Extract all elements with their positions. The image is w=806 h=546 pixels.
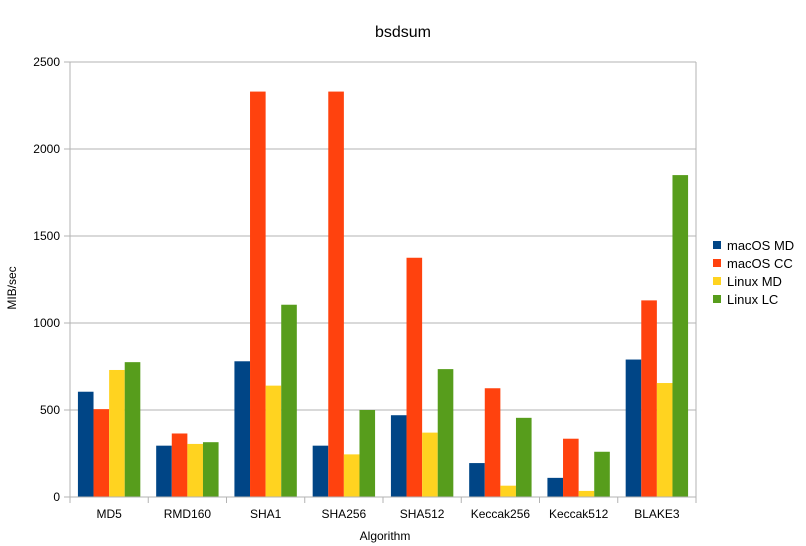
legend-label: Linux LC	[727, 292, 778, 307]
bar-linux-lc-blake3	[672, 175, 689, 497]
y-tick-label: 500	[40, 403, 60, 417]
y-axis-label: MIB/sec	[5, 266, 19, 309]
legend-swatch	[713, 277, 721, 285]
x-tick-label: SHA512	[400, 507, 445, 521]
chart-title: bsdsum	[375, 24, 431, 41]
bar-macos-md-keccak256	[469, 463, 485, 497]
bar-linux-lc-keccak256	[515, 417, 532, 497]
bar-linux-md-keccak256	[500, 485, 516, 497]
x-tick-label: SHA1	[250, 507, 282, 521]
bar-linux-md-keccak512	[578, 490, 595, 497]
x-axis-label: Algorithm	[360, 529, 411, 543]
x-tick-label: Keccak512	[549, 507, 609, 521]
bar-linux-lc-rmd160	[202, 442, 219, 497]
bar-linux-md-blake3	[656, 383, 673, 497]
bar-linux-lc-sha1	[281, 304, 297, 497]
bar-linux-md-rmd160	[187, 443, 203, 497]
bar-macos-md-rmd160	[156, 445, 172, 497]
legend-swatch	[713, 295, 721, 303]
bars	[77, 91, 689, 497]
bar-macos-cc-sha256	[328, 91, 344, 497]
bar-macos-md-md5	[77, 391, 94, 497]
bar-macos-md-blake3	[625, 359, 642, 497]
x-tick-label: RMD160	[164, 507, 212, 521]
x-tick-label: Keccak256	[471, 507, 531, 521]
bar-linux-lc-sha256	[359, 410, 376, 497]
bar-macos-cc-sha512	[406, 257, 423, 497]
grid	[70, 61, 696, 498]
bar-macos-md-keccak512	[547, 477, 564, 497]
y-tick-label: 1000	[33, 316, 60, 330]
y-tick-label: 2500	[33, 55, 60, 69]
legend-label: macOS MD	[727, 238, 794, 253]
bar-macos-cc-keccak512	[563, 438, 579, 497]
bar-linux-md-sha512	[422, 432, 438, 497]
y-tick-label: 1500	[33, 229, 60, 243]
x-tick-label: BLAKE3	[634, 507, 680, 521]
bar-macos-md-sha1	[234, 361, 251, 497]
legend-label: Linux MD	[727, 274, 782, 289]
bar-linux-md-sha1	[265, 385, 282, 497]
bar-linux-lc-sha512	[437, 369, 454, 497]
bar-macos-md-sha512	[390, 415, 407, 497]
bar-linux-md-md5	[109, 369, 125, 497]
y-tick-label: 0	[53, 490, 60, 504]
bar-macos-cc-keccak256	[484, 388, 501, 497]
legend-swatch	[713, 259, 721, 267]
axes: 0 500 1000 1500 2000 2500 MD5 RMD160 SHA1 SHA256 S…	[33, 55, 697, 521]
bar-macos-md-sha256	[312, 445, 329, 497]
legend-label: macOS CC	[727, 256, 793, 271]
bar-macos-cc-md5	[93, 409, 110, 497]
x-tick-label: SHA256	[322, 507, 367, 521]
legend: macOS MD macOS CC Linux MD Linux LC	[713, 238, 794, 307]
bar-linux-lc-md5	[124, 362, 141, 497]
bar-macos-cc-blake3	[641, 300, 657, 497]
bar-linux-lc-keccak512	[594, 451, 610, 497]
y-tick-label: 2000	[33, 142, 60, 156]
bar-macos-cc-sha1	[250, 91, 266, 497]
bar-linux-md-sha256	[343, 454, 360, 497]
bar-macos-cc-rmd160	[171, 433, 188, 497]
x-tick-label: MD5	[96, 507, 122, 521]
legend-swatch	[713, 241, 721, 249]
